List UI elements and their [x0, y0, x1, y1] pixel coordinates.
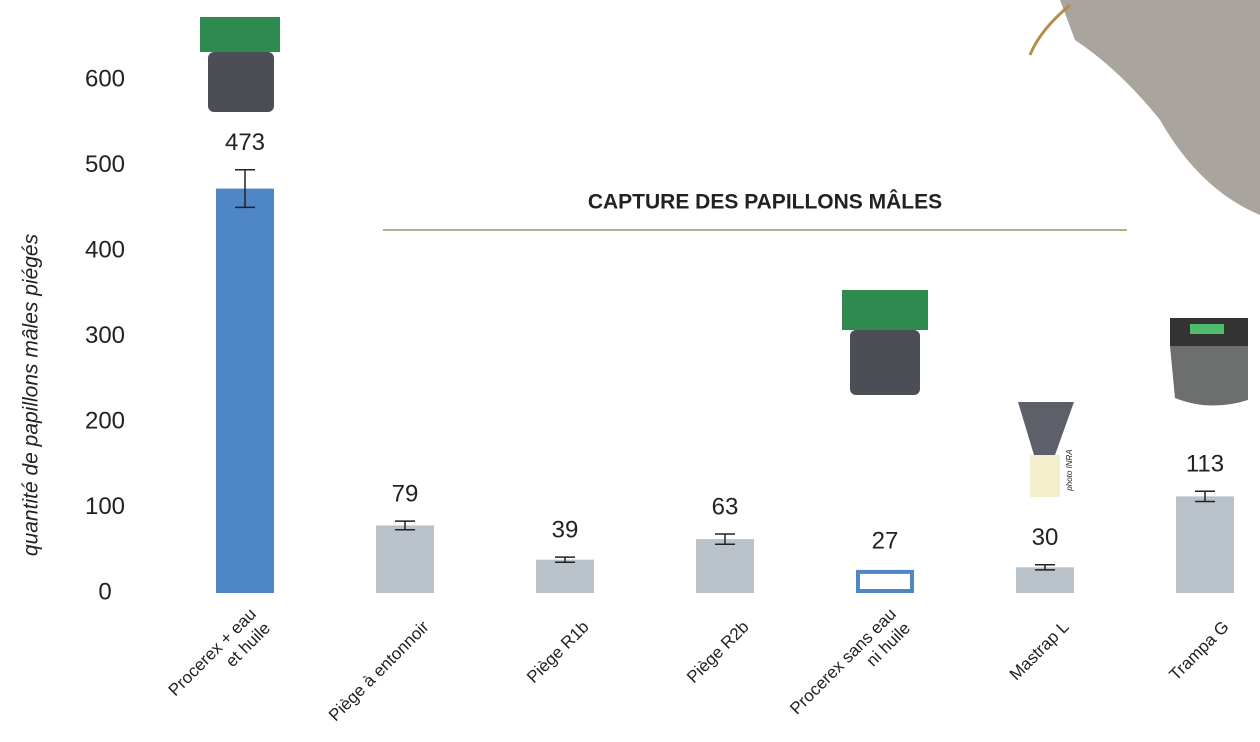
moth-photo	[1060, 0, 1260, 215]
bar	[536, 560, 594, 593]
y-tick-label: 300	[85, 322, 125, 349]
bar	[858, 572, 912, 591]
chart: photo INRA CAPTURE DES PAPILLONS MÂLES q…	[0, 0, 1260, 742]
x-tick-label: Procerex sans eauni huile	[787, 605, 915, 733]
value-label: 27	[872, 527, 899, 554]
x-tick-label: Procerex + eauet huile	[165, 605, 274, 714]
y-tick-label: 0	[98, 578, 111, 605]
y-tick-label: 100	[85, 493, 125, 520]
value-label: 30	[1032, 524, 1059, 551]
value-label: 473	[225, 129, 265, 156]
trap-photo	[1170, 318, 1248, 406]
trap-photo	[200, 17, 280, 112]
photo-credit: photo INRA	[1065, 449, 1074, 491]
trap-photo	[842, 290, 928, 395]
x-tick-label: Trampa G	[1166, 618, 1233, 685]
y-axis-label: quantité de papillons mâles piégés	[20, 233, 43, 556]
value-label: 63	[712, 493, 739, 520]
value-label: 113	[1186, 451, 1224, 478]
x-tick-label: Piège à entonnoir	[325, 617, 433, 725]
y-tick-label: 600	[85, 65, 125, 92]
bar	[696, 539, 754, 593]
bar	[1016, 567, 1074, 593]
y-tick-label: 200	[85, 407, 125, 434]
chart-title: CAPTURE DES PAPILLONS MÂLES	[588, 190, 942, 214]
moth-antenna	[1030, 5, 1070, 55]
x-tick-label: Piège R1b	[523, 618, 593, 688]
bar	[376, 525, 434, 593]
y-tick-label: 400	[85, 236, 125, 263]
y-tick-label: 500	[85, 151, 125, 178]
value-label: 39	[552, 516, 579, 543]
x-tick-label: Mastrap L	[1006, 618, 1073, 685]
bar	[1176, 496, 1234, 593]
bar	[216, 189, 274, 593]
x-tick-label: Piège R2b	[683, 618, 753, 688]
value-label: 79	[392, 481, 419, 508]
